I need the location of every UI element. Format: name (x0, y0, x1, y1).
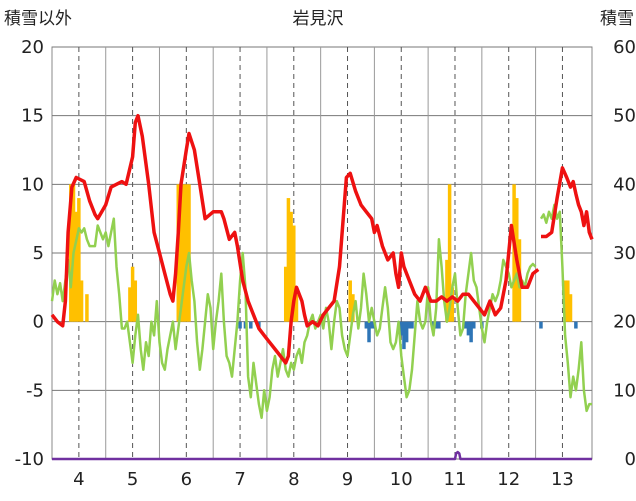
x-tick-label: 6 (181, 469, 192, 490)
x-tick-label: 8 (288, 469, 299, 490)
right-tick-label: 0 (625, 449, 636, 470)
snow-depth-bar (348, 280, 352, 322)
right-axis-label: 積雪 (600, 9, 634, 29)
snow-depth-bar (351, 294, 355, 322)
snow-depth-bar (79, 280, 84, 322)
blue-bar (404, 321, 409, 343)
x-tick-label: 4 (73, 469, 84, 490)
x-tick-label: 13 (551, 469, 574, 490)
right-tick-label: 10 (613, 380, 636, 401)
left-tick-label: 5 (33, 243, 44, 264)
blue-bar (472, 321, 476, 329)
left-axis-label: 積雪以外 (4, 9, 72, 29)
right-tick-label: 60 (613, 37, 636, 58)
left-tick-label: -5 (26, 380, 44, 401)
snow-depth-bar (85, 294, 89, 322)
red-series-line (50, 113, 540, 365)
right-tick-label: 50 (613, 106, 636, 127)
snow-depth-bar (130, 266, 135, 322)
left-tick-label: 10 (21, 174, 44, 195)
snow-depth-bar (289, 211, 293, 322)
chart-title: 岩見沢 (293, 9, 344, 29)
blue-bar (402, 321, 406, 350)
blue-bar (369, 321, 374, 329)
snow-depth-bar (181, 184, 186, 322)
blue-bar (434, 321, 438, 329)
right-tick-label: 20 (613, 312, 636, 333)
snow-depth-bar (447, 184, 452, 322)
red-series-line (541, 166, 594, 240)
snow-depth-bar (450, 287, 455, 322)
right-tick-label: 40 (613, 174, 636, 195)
blue-bar (399, 321, 404, 336)
snow-depth-bar (445, 259, 449, 322)
blue-bar (407, 321, 412, 329)
series-lines (50, 113, 594, 461)
purple-series-line (52, 450, 592, 461)
blue-bar (574, 321, 578, 329)
snow-depth-bar (286, 198, 291, 322)
snow-depth-bar (292, 225, 296, 322)
blue-bar (364, 321, 369, 329)
blue-bar (539, 321, 543, 329)
x-tick-label: 9 (342, 469, 353, 490)
x-tick-label: 7 (234, 469, 245, 490)
snow-depth-bar (179, 184, 183, 322)
blue-bars (238, 321, 578, 350)
x-tick-label: 11 (444, 469, 467, 490)
right-tick-label: 30 (613, 243, 636, 264)
blue-bar (437, 321, 441, 329)
x-tick-label: 10 (390, 469, 413, 490)
blue-bar (367, 321, 371, 343)
left-tick-label: 20 (21, 37, 44, 58)
snow-depth-bar (128, 287, 132, 322)
snow-depth-bar (283, 266, 288, 322)
snow-depth-bar (568, 294, 573, 322)
blue-bar (469, 321, 473, 343)
blue-bar (238, 321, 242, 329)
snow-depth-bar (294, 294, 299, 322)
tick-labels: -10 -5 0 5 10 15 20 0 10 20 30 40 50 60 4 5 6 7 8 9 10 11 12 13 (15, 37, 636, 490)
left-tick-label: 0 (33, 312, 44, 333)
snow-depth-bar (74, 211, 78, 322)
snow-depth-bar (563, 280, 567, 322)
x-tick-label: 5 (127, 469, 138, 490)
left-tick-label: 15 (21, 106, 44, 127)
snow-depth-bar (566, 280, 570, 322)
snow-depth-bar (69, 184, 73, 322)
blue-bar (463, 321, 468, 329)
snow-depth-bar (133, 280, 138, 322)
snow-depth-bar (77, 198, 81, 322)
blue-bar (466, 321, 471, 336)
left-tick-label: -10 (15, 449, 44, 470)
blue-bar (410, 321, 414, 329)
snow-depth-bar (184, 184, 189, 322)
blue-bar (249, 321, 253, 329)
green-series-line (539, 203, 592, 413)
x-tick-label: 12 (497, 469, 520, 490)
grid (51, 46, 593, 460)
